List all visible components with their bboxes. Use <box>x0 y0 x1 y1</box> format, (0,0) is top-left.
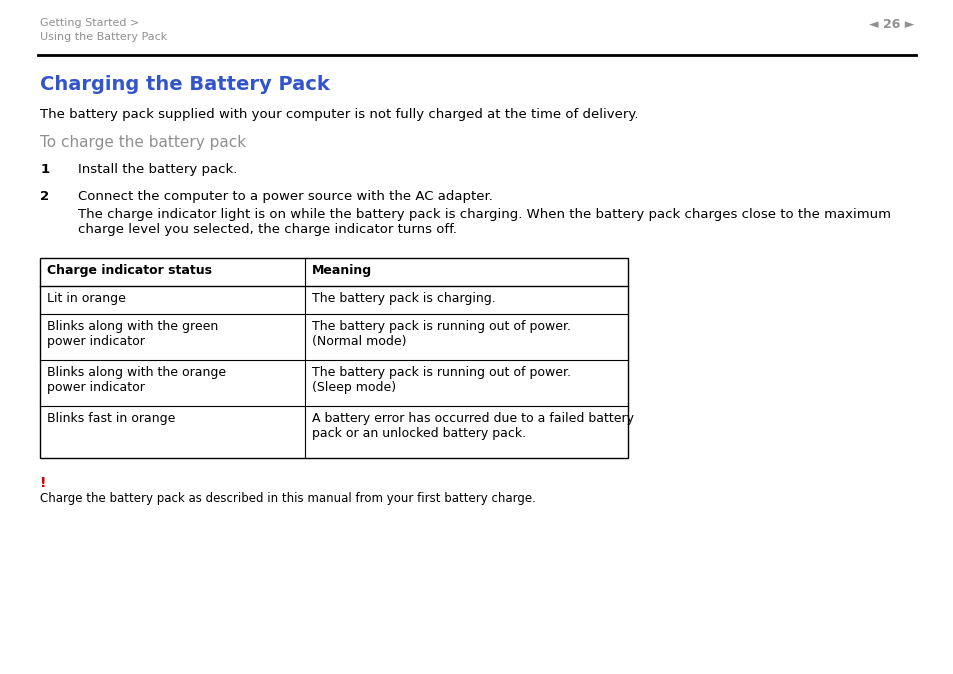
Text: Charge indicator status: Charge indicator status <box>47 264 212 277</box>
Text: The charge indicator light is on while the battery pack is charging. When the ba: The charge indicator light is on while t… <box>78 208 890 236</box>
Text: Install the battery pack.: Install the battery pack. <box>78 163 237 176</box>
Text: Blinks along with the green
power indicator: Blinks along with the green power indica… <box>47 320 218 348</box>
Text: Using the Battery Pack: Using the Battery Pack <box>40 32 167 42</box>
Text: Blinks fast in orange: Blinks fast in orange <box>47 412 175 425</box>
Text: The battery pack is running out of power.
(Sleep mode): The battery pack is running out of power… <box>312 366 571 394</box>
Text: Connect the computer to a power source with the AC adapter.: Connect the computer to a power source w… <box>78 190 493 203</box>
Text: 2: 2 <box>40 190 50 203</box>
Bar <box>40 258 627 458</box>
Text: ◄ 26 ►: ◄ 26 ► <box>867 18 913 32</box>
Text: To charge the battery pack: To charge the battery pack <box>40 135 246 150</box>
Text: Blinks along with the orange
power indicator: Blinks along with the orange power indic… <box>47 366 226 394</box>
Text: Lit in orange: Lit in orange <box>47 292 126 305</box>
Text: Charge the battery pack as described in this manual from your first battery char: Charge the battery pack as described in … <box>40 492 536 505</box>
Text: 1: 1 <box>40 163 50 176</box>
Text: The battery pack supplied with your computer is not fully charged at the time of: The battery pack supplied with your comp… <box>40 108 638 121</box>
Text: The battery pack is charging.: The battery pack is charging. <box>312 292 496 305</box>
Text: !: ! <box>40 476 47 490</box>
Text: Meaning: Meaning <box>312 264 372 277</box>
Text: Getting Started >: Getting Started > <box>40 18 139 28</box>
Text: A battery error has occurred due to a failed battery
pack or an unlocked battery: A battery error has occurred due to a fa… <box>312 412 634 440</box>
Text: Charging the Battery Pack: Charging the Battery Pack <box>40 75 330 94</box>
Text: The battery pack is running out of power.
(Normal mode): The battery pack is running out of power… <box>312 320 571 348</box>
